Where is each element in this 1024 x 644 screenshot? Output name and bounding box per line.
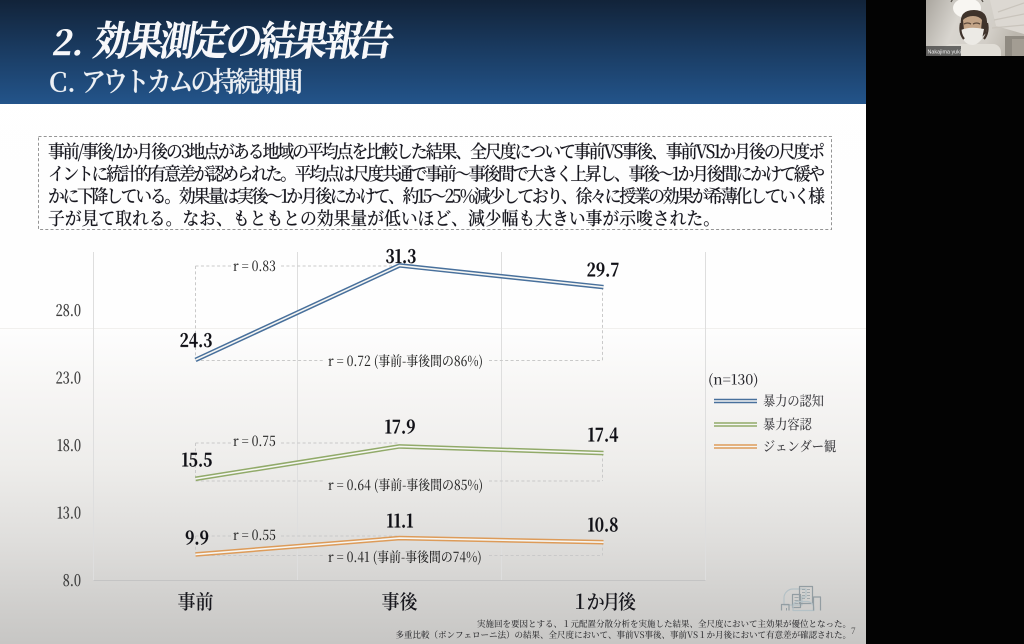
svg-text:Nakajima yuki: Nakajima yuki <box>928 50 962 56</box>
svg-text:7: 7 <box>851 626 856 636</box>
